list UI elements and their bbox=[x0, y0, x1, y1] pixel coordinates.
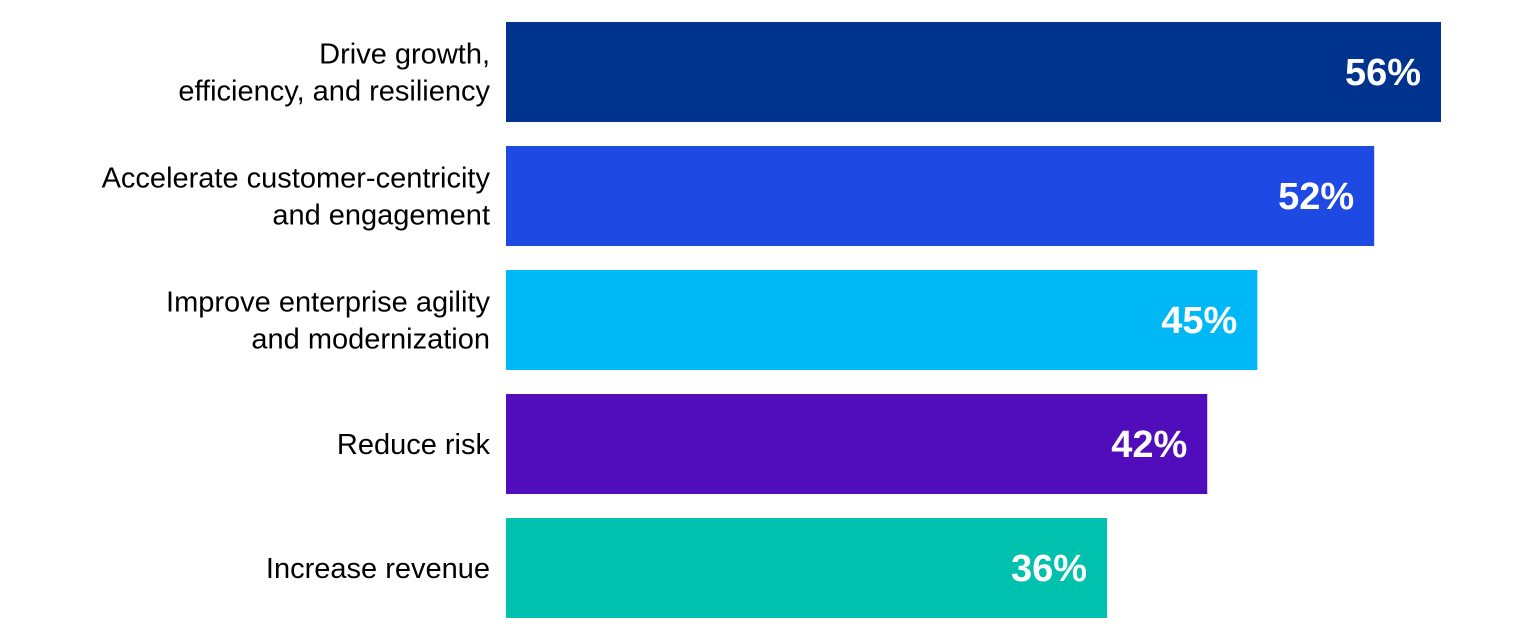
bar-1 bbox=[506, 22, 1441, 122]
category-label-1-line-1: Drive growth, bbox=[319, 39, 490, 71]
bar-value-label-3: 45% bbox=[1161, 300, 1237, 342]
category-label-2-line-1: Accelerate customer-centricity bbox=[102, 163, 491, 195]
bar-value-label-2: 52% bbox=[1278, 176, 1354, 218]
bar-3 bbox=[506, 270, 1258, 370]
category-label-4-line-1: Reduce risk bbox=[337, 429, 491, 461]
bar-2 bbox=[506, 146, 1375, 246]
category-label-5-line-1: Increase revenue bbox=[266, 553, 490, 585]
bar-value-label-1: 56% bbox=[1345, 52, 1421, 94]
category-label-1-line-2: efficiency, and resiliency bbox=[178, 76, 490, 108]
category-label-3-line-1: Improve enterprise agility bbox=[166, 287, 490, 319]
bar-5 bbox=[506, 518, 1108, 618]
bar-4 bbox=[506, 394, 1208, 494]
bar-value-label-5: 36% bbox=[1011, 548, 1087, 590]
bars-group: 56% Drive growth, efficiency, and resilien… bbox=[102, 22, 1441, 618]
category-label-2-line-2: and engagement bbox=[272, 200, 490, 232]
bar-value-label-4: 42% bbox=[1111, 424, 1187, 466]
category-label-3-line-2: and modernization bbox=[251, 324, 490, 356]
